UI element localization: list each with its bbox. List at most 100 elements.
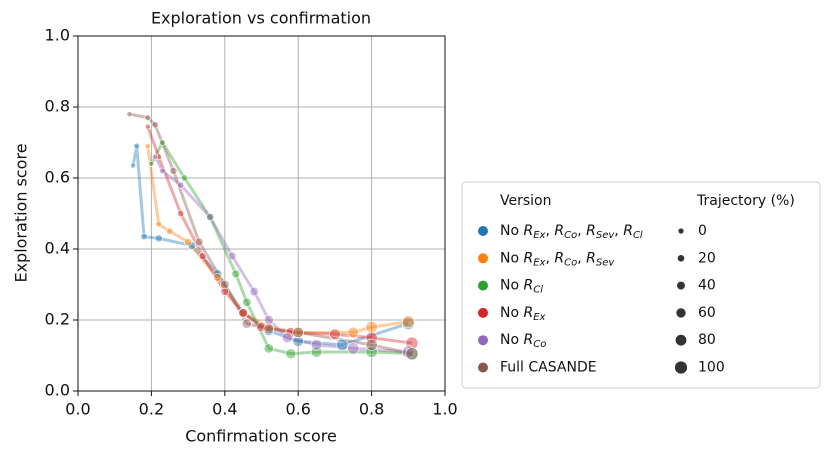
- data-point: [292, 335, 304, 347]
- data-point: [159, 167, 166, 175]
- size-legend-swatch: [676, 308, 686, 318]
- x-tick-label: 0.2: [139, 400, 164, 419]
- data-point: [155, 220, 162, 228]
- size-legend-swatch: [675, 334, 687, 346]
- data-point: [148, 160, 155, 167]
- legend-label: No RCl​: [500, 278, 543, 296]
- legend-swatch: [478, 226, 488, 236]
- legend-swatch: [478, 280, 488, 291]
- legend-swatch: [478, 362, 488, 373]
- data-point: [151, 121, 159, 129]
- y-tick-label: 0.2: [45, 310, 70, 329]
- data-point: [220, 279, 230, 290]
- y-tick-label: 0.4: [45, 239, 70, 258]
- data-point: [152, 153, 158, 160]
- size-legend-swatch: [677, 281, 685, 290]
- data-point: [405, 347, 419, 361]
- size-legend-label: 20: [698, 250, 716, 266]
- size-legend-label: 60: [698, 305, 716, 321]
- data-point: [347, 326, 359, 339]
- x-axis-label: Confirmation score: [185, 427, 337, 446]
- data-point: [231, 269, 241, 279]
- data-point: [213, 273, 222, 282]
- data-point: [238, 307, 249, 318]
- data-point: [198, 252, 207, 261]
- legend-swatch: [478, 253, 488, 264]
- x-tick-label: 1.0: [432, 400, 457, 419]
- series-line: [146, 126, 413, 345]
- chart-title: Exploration vs confirmation: [151, 9, 371, 28]
- data-point: [249, 286, 259, 297]
- data-point: [365, 345, 378, 359]
- data-point: [347, 342, 360, 355]
- data-point: [263, 343, 274, 354]
- size-legend-title: Trajectory (%): [696, 193, 795, 209]
- data-point: [401, 315, 415, 329]
- data-point: [140, 232, 148, 241]
- legend-label: No REx​, RCo​, RSev​, RCl​: [500, 223, 643, 241]
- data-point: [329, 328, 341, 340]
- x-tick-label: 0.8: [359, 400, 384, 419]
- data-point: [184, 237, 193, 246]
- legend-label: No REx​: [500, 305, 546, 323]
- data-point: [242, 297, 252, 307]
- data-point: [126, 111, 133, 117]
- legend-box: [461, 181, 821, 389]
- size-legend-swatch: [678, 228, 684, 234]
- legend-swatch: [478, 307, 488, 318]
- legend-swatch: [478, 335, 488, 346]
- legend-title: Version: [500, 193, 551, 209]
- data-point: [212, 269, 223, 279]
- data-point: [206, 213, 215, 222]
- data-point: [281, 332, 293, 344]
- data-point: [220, 287, 230, 296]
- size-legend-swatch: [674, 361, 688, 374]
- data-point: [336, 338, 349, 351]
- data-point: [365, 331, 378, 344]
- data-point: [401, 345, 415, 359]
- size-legend-label: 80: [698, 332, 716, 348]
- y-axis-label: Exploration score: [12, 143, 31, 282]
- data-point: [169, 166, 178, 175]
- data-point: [166, 227, 174, 235]
- data-point: [130, 162, 136, 169]
- data-point: [263, 314, 274, 325]
- y-tick-label: 1.0: [45, 26, 70, 45]
- size-legend-swatch: [677, 254, 685, 262]
- data-point: [144, 123, 151, 130]
- data-point: [154, 234, 163, 243]
- series-line: [131, 144, 409, 347]
- legend-label: No RCo​: [500, 332, 546, 350]
- data-point: [144, 114, 151, 121]
- x-tick-label: 0.6: [285, 400, 310, 419]
- data-point: [133, 142, 140, 150]
- data-point: [227, 251, 237, 261]
- data-point: [180, 174, 189, 182]
- data-point: [292, 326, 304, 339]
- plot-frame: [77, 35, 446, 392]
- data-point: [194, 237, 204, 247]
- y-tick-label: 0.0: [45, 381, 70, 400]
- x-tick-label: 0.4: [212, 400, 237, 419]
- data-point: [365, 338, 378, 351]
- size-legend-label: 0: [698, 223, 707, 239]
- data-point: [292, 327, 304, 338]
- data-point: [159, 139, 166, 146]
- legend-label: No REx​, RCo​, RSev​: [500, 250, 615, 268]
- data-point: [144, 143, 151, 149]
- data-point: [177, 181, 185, 189]
- data-point: [285, 348, 297, 360]
- x-tick-label: 0.0: [65, 400, 90, 419]
- legend-label: Full CASANDE: [500, 360, 597, 376]
- series-line: [150, 141, 413, 356]
- data-point: [238, 308, 248, 318]
- data-point: [365, 321, 378, 334]
- size-legend-label: 40: [698, 278, 716, 294]
- size-legend-label: 100: [698, 360, 725, 376]
- y-tick-label: 0.8: [45, 97, 70, 116]
- data-point: [310, 339, 323, 351]
- series-line: [153, 156, 409, 354]
- data-point: [177, 209, 185, 218]
- data-point: [263, 323, 275, 335]
